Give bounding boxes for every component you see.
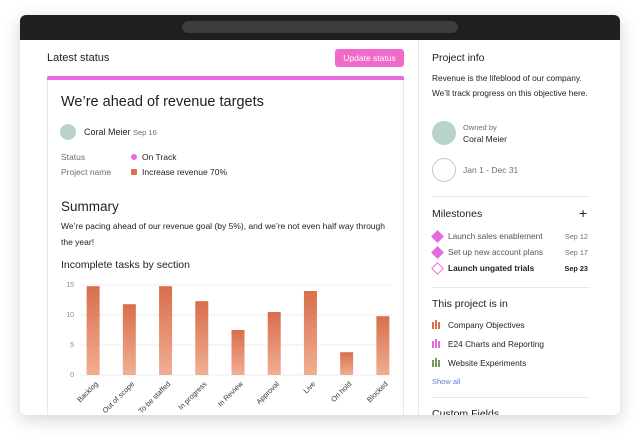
author: Coral Meier xyxy=(84,127,131,137)
show-all[interactable]: Show all xyxy=(432,377,461,386)
separator xyxy=(432,397,590,398)
description: Revenue is the lifeblood of our company.… xyxy=(432,73,588,98)
milestone-name[interactable]: Launch sales enablement xyxy=(448,231,543,241)
window xyxy=(20,15,620,415)
field-label: Status xyxy=(61,152,86,162)
divider xyxy=(418,40,419,415)
status-color-bar xyxy=(47,76,404,80)
separator xyxy=(432,196,590,197)
project-name[interactable]: Company Objectives xyxy=(448,320,525,330)
update-button[interactable]: Update status xyxy=(335,49,404,67)
milestone-name[interactable]: Set up new account plans xyxy=(448,247,544,257)
separator xyxy=(432,287,590,288)
search-bar[interactable] xyxy=(182,21,458,33)
avatar xyxy=(60,124,76,140)
chart-title: Incomplete tasks by section xyxy=(61,259,190,271)
status-heading: We’re ahead of revenue targets xyxy=(61,94,264,110)
section-title: Milestones xyxy=(432,208,483,220)
milestone-date: Sep 23 xyxy=(564,264,588,273)
field-label: Project name xyxy=(61,167,112,177)
status-dot xyxy=(131,154,137,160)
owned-by-label: Owned by xyxy=(463,123,497,132)
milestone-date: Sep 17 xyxy=(564,248,588,257)
project-icon xyxy=(438,322,440,329)
project-icon xyxy=(432,322,434,329)
section-title: This project is in xyxy=(432,298,508,310)
project-name[interactable]: E24 Charts and Reporting xyxy=(448,339,544,349)
project-icon xyxy=(432,341,434,348)
panel-title: Latest status xyxy=(47,52,110,64)
dates: Jan 1 - Dec 31 xyxy=(463,165,519,175)
status-card xyxy=(47,80,404,421)
add-button[interactable]: + xyxy=(579,205,588,221)
project-icon xyxy=(438,341,440,348)
project-icon xyxy=(435,358,437,367)
project-name[interactable]: Website Experiments xyxy=(448,358,527,368)
field-value: On Track xyxy=(142,152,177,162)
project-icon xyxy=(438,360,440,367)
project-icon xyxy=(432,360,434,367)
owner: Coral Meier xyxy=(463,134,507,144)
top-bar xyxy=(20,15,620,40)
milestone-date: Sep 12 xyxy=(564,232,588,241)
project-square xyxy=(131,169,137,175)
calendar-icon xyxy=(432,158,456,182)
field-value: Increase revenue 70% xyxy=(142,167,228,177)
summary-title: Summary xyxy=(61,199,119,214)
sidebar-title: Project info xyxy=(432,52,485,64)
date: Sep 16 xyxy=(133,128,157,137)
project-icon xyxy=(435,339,437,348)
section-title: Custom Fields xyxy=(432,408,500,415)
milestone-name[interactable]: Launch ungated trials xyxy=(448,263,535,273)
owner-avatar xyxy=(432,121,456,145)
project-icon xyxy=(435,320,437,329)
summary-text: We’re pacing ahead of our revenue goal (… xyxy=(61,221,385,247)
